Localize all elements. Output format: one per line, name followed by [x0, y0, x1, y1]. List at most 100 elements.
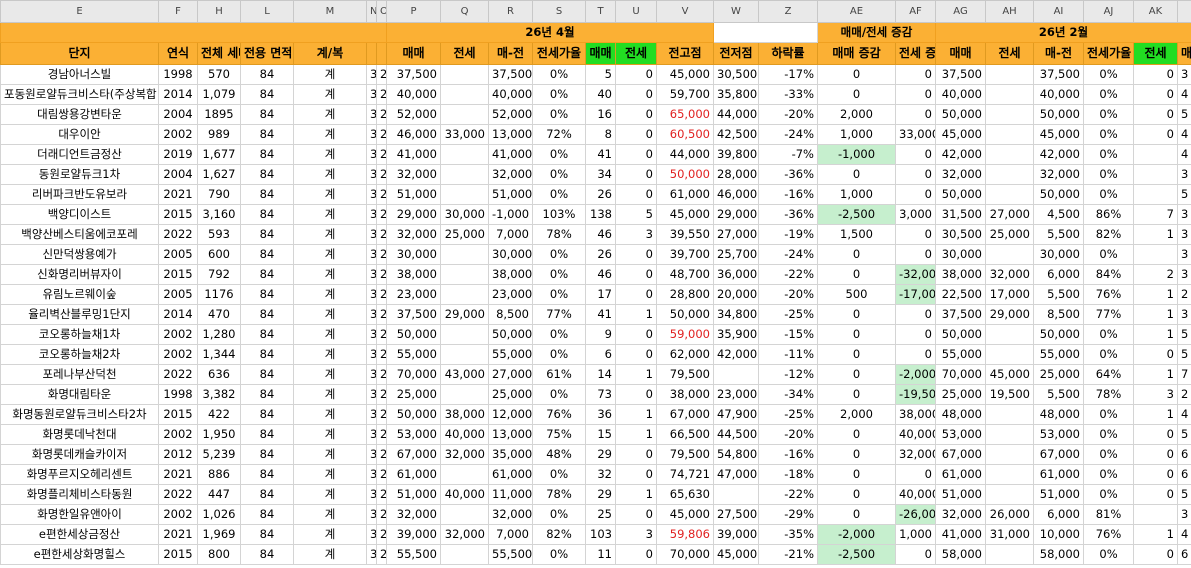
cell: 35,900: [713, 324, 759, 345]
cell: 42,500: [713, 124, 759, 145]
cell: 1: [1133, 364, 1178, 385]
cell: 81%: [1083, 504, 1134, 525]
cell: e편한세상금정산: [0, 524, 159, 545]
data-row: 더래디언트금정산20191,67784계3241,00041,0000%4104…: [0, 144, 1191, 165]
group-header: [0, 22, 387, 43]
cell: 0: [817, 64, 896, 85]
cell: 45,000: [1033, 124, 1084, 145]
cell: 0%: [532, 544, 586, 565]
cell: [440, 504, 489, 525]
cell: 48%: [532, 444, 586, 465]
cell: 40: [585, 84, 616, 105]
cell: 32,000: [935, 164, 986, 185]
cell: 0: [817, 464, 896, 485]
cell: [440, 64, 489, 85]
cell: 2: [376, 544, 387, 565]
data-row: e편한세상화명힐스201580084계3255,50055,5000%11070…: [0, 544, 1191, 565]
cell: 41: [585, 144, 616, 165]
column-header: 전세: [615, 42, 657, 65]
cell: 30,000: [440, 204, 489, 225]
cell: 3: [366, 224, 377, 245]
cell: 74,721: [656, 464, 714, 485]
cell: 55,000: [386, 344, 441, 365]
cell: 3: [1177, 504, 1191, 525]
cell: 0: [615, 64, 657, 85]
cell: 0: [895, 344, 936, 365]
cell: 58,000: [935, 544, 986, 565]
cell: 0: [1133, 424, 1178, 445]
column-header: 전세: [440, 42, 489, 65]
cell: 37,500: [386, 64, 441, 85]
cell: 2: [376, 64, 387, 85]
cell: 2012: [158, 444, 198, 465]
cell: 0: [895, 464, 936, 485]
cell: [440, 384, 489, 405]
cell: 40,000: [935, 84, 986, 105]
cell: 30,000: [488, 244, 533, 265]
cell: 0%: [532, 284, 586, 305]
cell: 46: [585, 264, 616, 285]
cell: [713, 364, 759, 385]
cell: 0: [1133, 484, 1178, 505]
cell: 53,000: [386, 424, 441, 445]
column-letter: R: [488, 0, 533, 23]
cell: 0: [615, 104, 657, 125]
column-letter: AJ: [1083, 0, 1134, 23]
cell: -32,000: [895, 264, 936, 285]
cell: 29,000: [985, 304, 1034, 325]
cell: 22,500: [935, 284, 986, 305]
cell: 코오롱하늘채1차: [0, 324, 159, 345]
cell: 2: [376, 164, 387, 185]
cell: 29: [585, 484, 616, 505]
cell: -29%: [758, 504, 818, 525]
cell: 19,500: [985, 384, 1034, 405]
cell: 2,000: [817, 104, 896, 125]
cell: 2002: [158, 504, 198, 525]
cell: 2: [376, 444, 387, 465]
cell: 5,500: [1033, 224, 1084, 245]
cell: 29,000: [386, 204, 441, 225]
cell: 79,500: [656, 444, 714, 465]
cell: 2: [376, 104, 387, 125]
group-header: 26년 2월: [935, 22, 1191, 43]
cell: 84: [240, 144, 294, 165]
data-row: 화명동원로얄듀크비스타2차201542284계3250,00038,00012,…: [0, 404, 1191, 425]
cell: 0%: [1083, 344, 1134, 365]
cell: 41,000: [386, 144, 441, 165]
cell: 55,500: [488, 544, 533, 565]
cell: 0: [817, 324, 896, 345]
cell: 42,000: [935, 144, 986, 165]
cell: 포동원로얄듀크비스타(주상복합: [0, 84, 159, 105]
cell: 0: [615, 464, 657, 485]
column-letter: AK: [1133, 0, 1178, 23]
cell: 0%: [1083, 544, 1134, 565]
cell: 3: [366, 264, 377, 285]
cell: 5: [585, 64, 616, 85]
cell: 0: [1133, 344, 1178, 365]
cell: 61,000: [656, 184, 714, 205]
cell: 7: [1177, 364, 1191, 385]
cell: [985, 484, 1034, 505]
column-header: 전용 면적: [240, 42, 294, 65]
cell: 61,000: [1033, 464, 1084, 485]
cell: 계: [293, 264, 367, 285]
cell: 0: [1133, 64, 1178, 85]
cell: 84: [240, 404, 294, 425]
cell: 2: [376, 84, 387, 105]
cell: 신만덕쌍용예가: [0, 244, 159, 265]
column-header: 전세가율: [1083, 42, 1134, 65]
cell: [440, 164, 489, 185]
cell: 59,806: [656, 524, 714, 545]
cell: 0: [817, 344, 896, 365]
cell: 84: [240, 524, 294, 545]
cell: 화명롯데캐슬카이저: [0, 444, 159, 465]
cell: 51,000: [935, 484, 986, 505]
cell: 67,000: [1033, 444, 1084, 465]
cell: 31,500: [935, 204, 986, 225]
cell: 40,000: [440, 424, 489, 445]
cell: -22%: [758, 484, 818, 505]
cell: 3: [366, 144, 377, 165]
data-row: 대우이안200298984계3246,00033,00013,00072%806…: [0, 124, 1191, 145]
cell: 6,000: [1033, 264, 1084, 285]
cell: 0: [895, 184, 936, 205]
